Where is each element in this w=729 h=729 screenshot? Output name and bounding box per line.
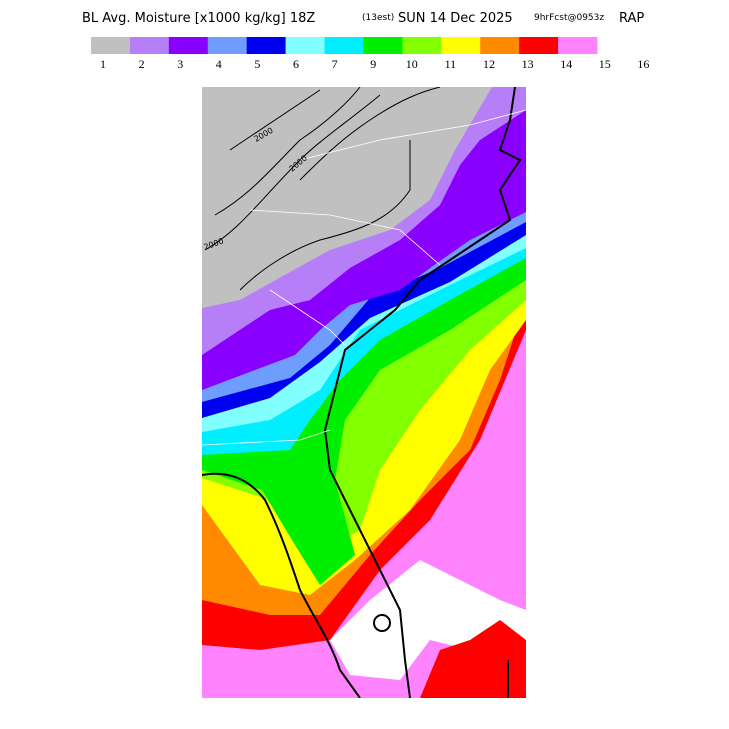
legend-swatch	[324, 37, 364, 54]
legend-swatch	[402, 37, 442, 54]
legend-swatch	[91, 37, 131, 54]
band-13b	[420, 620, 526, 698]
legend-label: 16	[637, 57, 649, 71]
legend-swatch	[363, 37, 403, 54]
legend-label: 4	[216, 57, 222, 71]
forecast: 9hrFcst@0953z	[534, 13, 604, 23]
legend-label: 1	[100, 57, 106, 71]
legend: 1 2 3 4 5 6 7 9 10 11 12 13 14 15 16	[91, 37, 649, 71]
band-1	[202, 87, 492, 308]
run-local: (13est)	[362, 13, 394, 23]
legend-swatch	[168, 37, 209, 54]
legend-label: 6	[293, 57, 299, 71]
legend-label: 7	[332, 57, 338, 71]
legend-swatch	[558, 37, 598, 54]
legend-swatch	[207, 37, 248, 54]
legend-label: 5	[254, 57, 260, 71]
date: SUN 14 Dec 2025	[398, 11, 513, 26]
title: BL Avg. Moisture [x1000 kg/kg] 18Z (13es…	[82, 11, 644, 26]
legend-label: 3	[177, 57, 183, 71]
legend-swatch	[441, 37, 481, 54]
legend-label: 14	[560, 57, 572, 71]
boundaries	[202, 109, 526, 446]
legend-swatch	[129, 37, 170, 54]
legend-label: 15	[599, 57, 611, 71]
legend-swatch	[285, 37, 326, 54]
title-text: BL Avg. Moisture [x1000 kg/kg] 18Z	[82, 11, 315, 26]
map: 2000 2000 2000	[202, 87, 526, 698]
legend-swatch	[480, 37, 520, 54]
legend-label: 12	[483, 57, 495, 71]
contours	[204, 87, 441, 291]
legend-label: 13	[522, 57, 534, 71]
legend-label: 10	[406, 57, 418, 71]
legend-label: 9	[370, 57, 376, 71]
coastline	[202, 87, 522, 698]
model: RAP	[619, 11, 644, 26]
legend-swatch	[246, 37, 287, 54]
legend-label: 2	[139, 57, 145, 71]
legend-swatch	[519, 37, 559, 54]
legend-label: 11	[445, 57, 457, 71]
moisture-field: 2000 2000 2000	[202, 87, 526, 698]
